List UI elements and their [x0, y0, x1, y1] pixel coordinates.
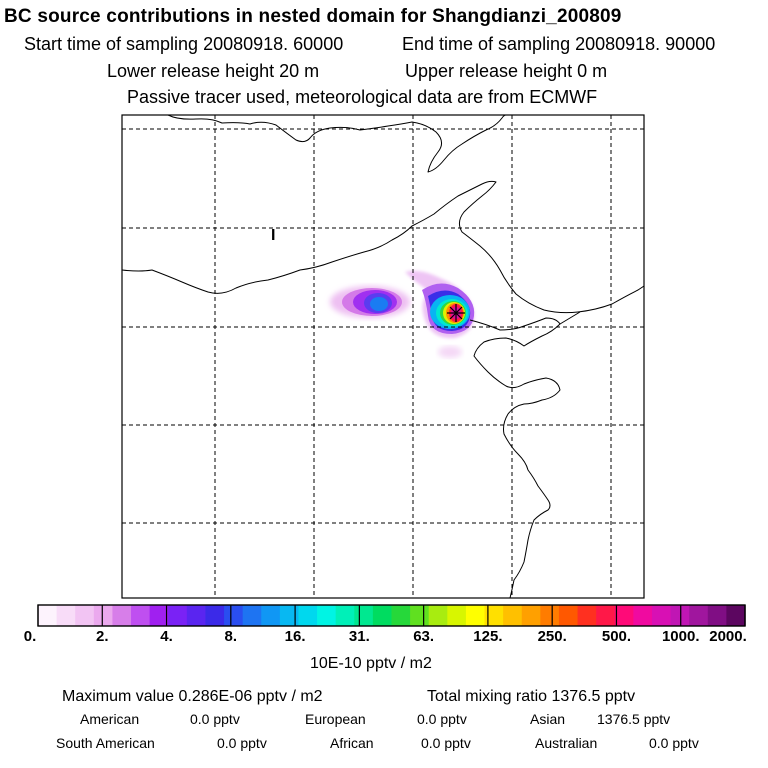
colorbar-swatch	[484, 605, 504, 626]
colorbar-swatch	[261, 605, 281, 626]
max-value-label: Maximum value 0.286E-06 pptv / m2	[62, 688, 323, 705]
colorbar-swatch	[521, 605, 541, 626]
colorbar-frame	[37, 604, 746, 627]
colorbar-swatch	[131, 605, 151, 626]
colorbar-tick-label: 500.	[601, 628, 632, 645]
european-label: European	[305, 711, 366, 727]
colorbar-swatch	[354, 605, 374, 626]
small-mark: I	[271, 227, 275, 244]
colorbar-swatch	[391, 605, 411, 626]
colorbar-swatch	[689, 605, 709, 626]
colorbar-swatch	[335, 605, 355, 626]
colorbar-swatch	[75, 605, 95, 626]
colorbar	[37, 604, 746, 627]
colorbar-swatch	[149, 605, 169, 626]
colorbar-swatch	[38, 605, 58, 626]
australian-label: Australian	[535, 735, 598, 751]
start-time-label: Start time of sampling 20080918. 60000	[24, 34, 344, 54]
colorbar-swatch	[577, 605, 597, 626]
colorbar-swatch	[447, 605, 467, 626]
colorbar-tick-label: 2000.	[709, 628, 747, 645]
colorbar-swatch	[558, 605, 579, 626]
colorbar-swatch	[428, 605, 448, 626]
african-label: African	[330, 735, 374, 751]
australian-value: 0.0 pptv	[649, 735, 699, 751]
colorbar-swatch	[540, 605, 560, 626]
upper-release-label: Upper release height 0 m	[405, 61, 608, 81]
colorbar-swatch	[205, 605, 225, 626]
colorbar-tick-label: 2.	[96, 628, 109, 645]
colorbar-swatch	[56, 605, 76, 626]
coastlines	[122, 115, 644, 598]
colorbar-swatch	[465, 605, 486, 626]
colorbar-swatch	[614, 605, 634, 626]
colorbar-swatch	[186, 605, 207, 626]
colorbar-swatch	[633, 605, 653, 626]
map-frame	[121, 114, 645, 599]
colorbar-swatch	[112, 605, 132, 626]
lower-release-label: Lower release height 20 m	[107, 61, 320, 81]
asian-label: Asian	[530, 711, 566, 727]
african-value: 0.0 pptv	[421, 735, 471, 751]
american-label: American	[80, 711, 140, 727]
colorbar-swatch	[410, 605, 430, 626]
lat-lon-grid	[122, 115, 644, 598]
colorbar-swatch	[726, 605, 746, 626]
colorbar-swatch	[298, 605, 318, 626]
colorbar-tick-label: 8.	[224, 628, 238, 645]
colorbar-swatch	[372, 605, 393, 626]
colorbar-units-label: 10E-10 pptv / m2	[310, 655, 432, 672]
colorbar-swatch	[242, 605, 262, 626]
plume-east	[405, 270, 475, 358]
colorbar-swatch	[168, 605, 188, 626]
colorbar-swatch	[707, 605, 727, 626]
colorbar-tick-label: 16.	[284, 628, 306, 645]
colorbar-swatch	[224, 605, 244, 626]
plot-title: BC source contributions in nested domain…	[4, 6, 622, 27]
south-american-label: South American	[56, 735, 155, 751]
colorbar-tick-label: 31.	[348, 628, 370, 645]
south-american-value: 0.0 pptv	[217, 735, 267, 751]
american-value: 0.0 pptv	[190, 711, 240, 727]
colorbar-swatch	[503, 605, 523, 626]
colorbar-swatch	[93, 605, 114, 626]
colorbar-tick-label: 1000.	[661, 628, 700, 645]
plume-west	[330, 286, 410, 318]
receptor-star-icon	[447, 304, 465, 322]
european-value: 0.0 pptv	[417, 711, 467, 727]
end-time-label: End time of sampling 20080918. 90000	[402, 34, 716, 54]
colorbar-tick-label: 63.	[413, 628, 435, 645]
colorbar-swatch	[596, 605, 616, 626]
plume-layer	[330, 270, 475, 358]
colorbar-tick-label: 250.	[537, 628, 567, 645]
colorbar-tick-label: 4.	[160, 628, 173, 645]
colorbar-swatch	[651, 605, 672, 626]
tracer-info-label: Passive tracer used, meteorological data…	[127, 87, 598, 107]
total-mixing-label: Total mixing ratio 1376.5 pptv	[427, 688, 636, 705]
colorbar-tick-label: 125.	[473, 628, 503, 645]
asian-value: 1376.5 pptv	[597, 711, 671, 727]
colorbar-swatch	[317, 605, 337, 626]
colorbar-tick-label: 0.	[23, 628, 37, 645]
colorbar-swatch	[279, 605, 300, 626]
